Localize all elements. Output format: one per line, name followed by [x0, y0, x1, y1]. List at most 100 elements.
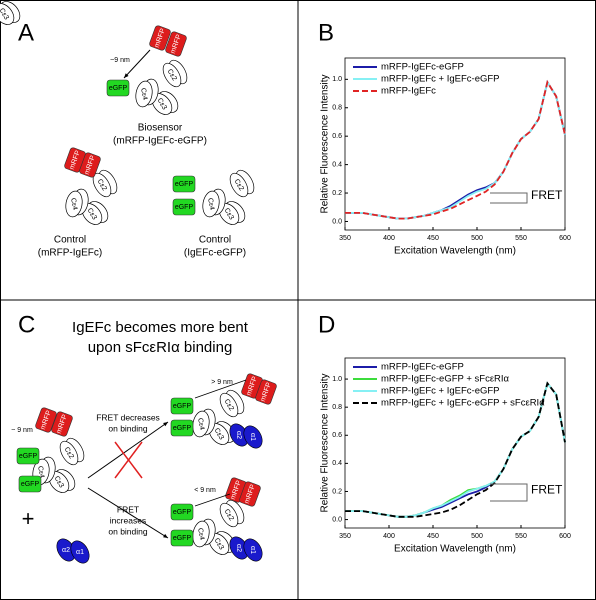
label: Cε4 [139, 88, 148, 101]
label: eGFP [173, 535, 192, 542]
x-tick-label: 500 [471, 235, 483, 242]
alpha-domain [243, 425, 263, 449]
plot-frame [344, 357, 566, 529]
x-tick-label: 500 [471, 533, 483, 540]
label: α1 [249, 433, 256, 441]
label: (IgEFc-eGFP) [184, 248, 246, 259]
series-line [345, 381, 566, 518]
annotation: FRET [531, 188, 563, 202]
domain [59, 440, 79, 466]
label: α2 [62, 547, 70, 554]
label: eGFP [175, 181, 194, 188]
egfp-domain [170, 503, 194, 521]
egfp-domain [16, 447, 40, 465]
panel-letter: B [318, 19, 334, 46]
y-tick-label: 1.0 [332, 376, 342, 383]
domain [219, 502, 239, 528]
domain [0, 3, 15, 25]
label: Cε3 [0, 7, 10, 21]
label: FRET decreases [96, 412, 160, 422]
label: Cε4 [196, 528, 205, 541]
legend-label: mRFP-IgEFc-eGFP [381, 62, 464, 73]
domain [135, 80, 153, 108]
egfp-domain [170, 397, 194, 415]
label: (mRFP-IgEFc-eGFP) [113, 136, 207, 147]
legend-label: mRFP-IgEFc-eGFP + sFcεRIα [381, 374, 510, 385]
label: + [22, 506, 35, 531]
y-tick-label: 0.6 [332, 133, 342, 140]
label: Cε4 [196, 418, 205, 431]
y-tick-label: 0.6 [332, 432, 342, 439]
mrfp-domain [51, 411, 73, 437]
y-tick-label: 0.0 [332, 516, 342, 523]
arrowhead [163, 533, 168, 538]
fret-bracket [490, 192, 528, 204]
y-tick-label: 0.2 [332, 190, 342, 197]
arrow [87, 487, 169, 539]
label: eGFP [173, 425, 192, 432]
legend-label: mRFP-IgEFc + IgEFc-eGFP + sFcεRIα [381, 398, 545, 409]
y-tick-label: 0.8 [332, 105, 342, 112]
legend-label: mRFP-IgEFc + IgEFc-eGFP [381, 386, 500, 397]
label: Cε4 [36, 466, 45, 479]
label: eGFP [21, 481, 40, 488]
egfp-domain [106, 79, 130, 97]
x-axis-label: Excitation Wavelength (nm) [394, 246, 516, 257]
distance-line [194, 493, 231, 507]
label: on binding [108, 526, 148, 536]
label: increases [110, 515, 146, 525]
y-axis-label: Relative Fluorescence Intensity [320, 75, 331, 214]
egfp-domain [170, 529, 194, 547]
x-axis-label: Excitation Wavelength (nm) [394, 544, 516, 555]
egfp-domain [172, 198, 196, 216]
label: Cε4 [69, 198, 78, 211]
label: eGFP [173, 403, 192, 410]
label: < 9 nm [194, 487, 216, 494]
y-axis-label: Relative Fluorescence Intensity [320, 374, 331, 513]
x-tick-label: 450 [427, 533, 439, 540]
alpha-domain [70, 540, 90, 564]
domain [162, 62, 182, 88]
distance-line [194, 379, 247, 399]
legend-label: mRFP-IgEFc [381, 86, 436, 97]
arrowhead [163, 422, 168, 427]
arrowhead [124, 73, 129, 78]
label: Cε4 [206, 198, 215, 211]
y-tick-label: 0.4 [332, 460, 342, 467]
label: on binding [108, 423, 148, 433]
x-tick-label: 550 [515, 533, 527, 540]
y-tick-label: 0.4 [332, 161, 342, 168]
y-tick-label: 0.0 [332, 218, 342, 225]
label: > 9 nm [211, 379, 233, 386]
egfp-domain [172, 175, 196, 193]
label: ~ 9 nm [11, 427, 33, 434]
mrfp-domain [255, 379, 277, 405]
label: ~9 nm [110, 57, 130, 64]
alpha-domain [243, 538, 263, 562]
label: eGFP [19, 453, 38, 460]
label: eGFP [175, 204, 194, 211]
cross [114, 441, 143, 479]
y-tick-label: 0.8 [332, 404, 342, 411]
fret-bracket [490, 483, 528, 502]
label: FRET [117, 504, 139, 514]
domain [65, 190, 83, 218]
x-tick-label: 450 [427, 235, 439, 242]
label: eGFP [109, 85, 128, 92]
label: eGFP [173, 509, 192, 516]
panel-letter: A [18, 19, 34, 46]
x-tick-label: 550 [515, 235, 527, 242]
egfp-domain [170, 419, 194, 437]
arrow [123, 49, 151, 79]
x-tick-label: 600 [559, 235, 571, 242]
x-tick-label: 350 [339, 235, 351, 242]
plot-frame [344, 57, 566, 231]
legend-label: mRFP-IgEFc + IgEFc-eGFP [381, 74, 500, 85]
x-tick-label: 400 [383, 533, 395, 540]
mrfp-domain [239, 481, 261, 507]
egfp-domain [18, 475, 42, 493]
label: IgEFc becomes more bent [72, 319, 249, 336]
label: upon sFcεRIα binding [88, 339, 233, 356]
legend-label: mRFP-IgEFc-eGFP [381, 362, 464, 373]
arrow [87, 421, 169, 479]
